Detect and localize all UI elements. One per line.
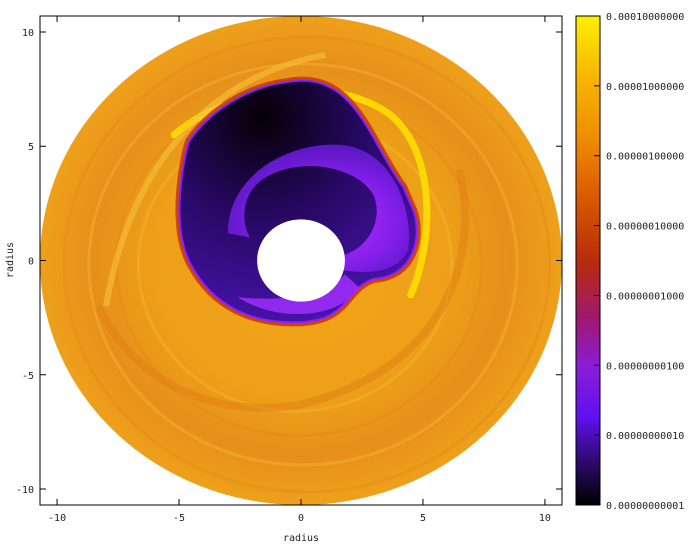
x-axis: -10 -5 0 5 10 (48, 16, 551, 524)
lower-spiral-arm (94, 168, 469, 412)
gas-disk (40, 16, 562, 505)
x-tick-label: 5 (420, 513, 426, 524)
colorbar-tick-label: 0.00000010000 (606, 222, 684, 233)
colorbar-tick-label: 0.00001000000 (606, 82, 684, 93)
colorbar: 0.00010000000 0.00001000000 0.00000100000 0… (575, 12, 684, 512)
x-tick-label: 10 (539, 513, 551, 524)
x-axis-label: radius (283, 533, 319, 544)
colorbar-tick-label: 0.00010000000 (606, 12, 684, 23)
density-ring (87, 62, 519, 467)
inner-spiral-arm (227, 144, 410, 272)
x-tick-label: 0 (298, 513, 304, 524)
colorbar-tick-label: 0.00000000001 (606, 501, 684, 512)
x-tick-label: -5 (173, 513, 185, 524)
colorbar-tick-label: 0.00000001000 (606, 291, 684, 302)
colorbar-tick-label: 0.00000000010 (606, 431, 684, 442)
y-axis: 10 5 0 -5 -10 (16, 28, 562, 496)
y-tick-label: 5 (28, 142, 34, 153)
y-tick-label: -5 (22, 371, 34, 382)
lower-arm-segment (237, 274, 360, 315)
x-tick-label: -10 (48, 513, 66, 524)
inner-boundary-hole (257, 219, 345, 302)
y-tick-label: 0 (28, 257, 34, 268)
colorbar-gradient (575, 15, 601, 506)
y-tick-label: 10 (22, 28, 34, 39)
density-ring (62, 35, 552, 494)
y-axis-label: radius (5, 242, 16, 278)
colorbar-ticks: 0.00010000000 0.00001000000 0.00000100000 0… (594, 12, 684, 512)
outer-spiral-arm (102, 51, 326, 307)
colorbar-tick-label: 0.00000100000 (606, 152, 684, 163)
y-tick-label: -10 (16, 485, 34, 496)
colorbar-tick-label: 0.00000000100 (606, 361, 684, 372)
plot-area (40, 16, 562, 505)
